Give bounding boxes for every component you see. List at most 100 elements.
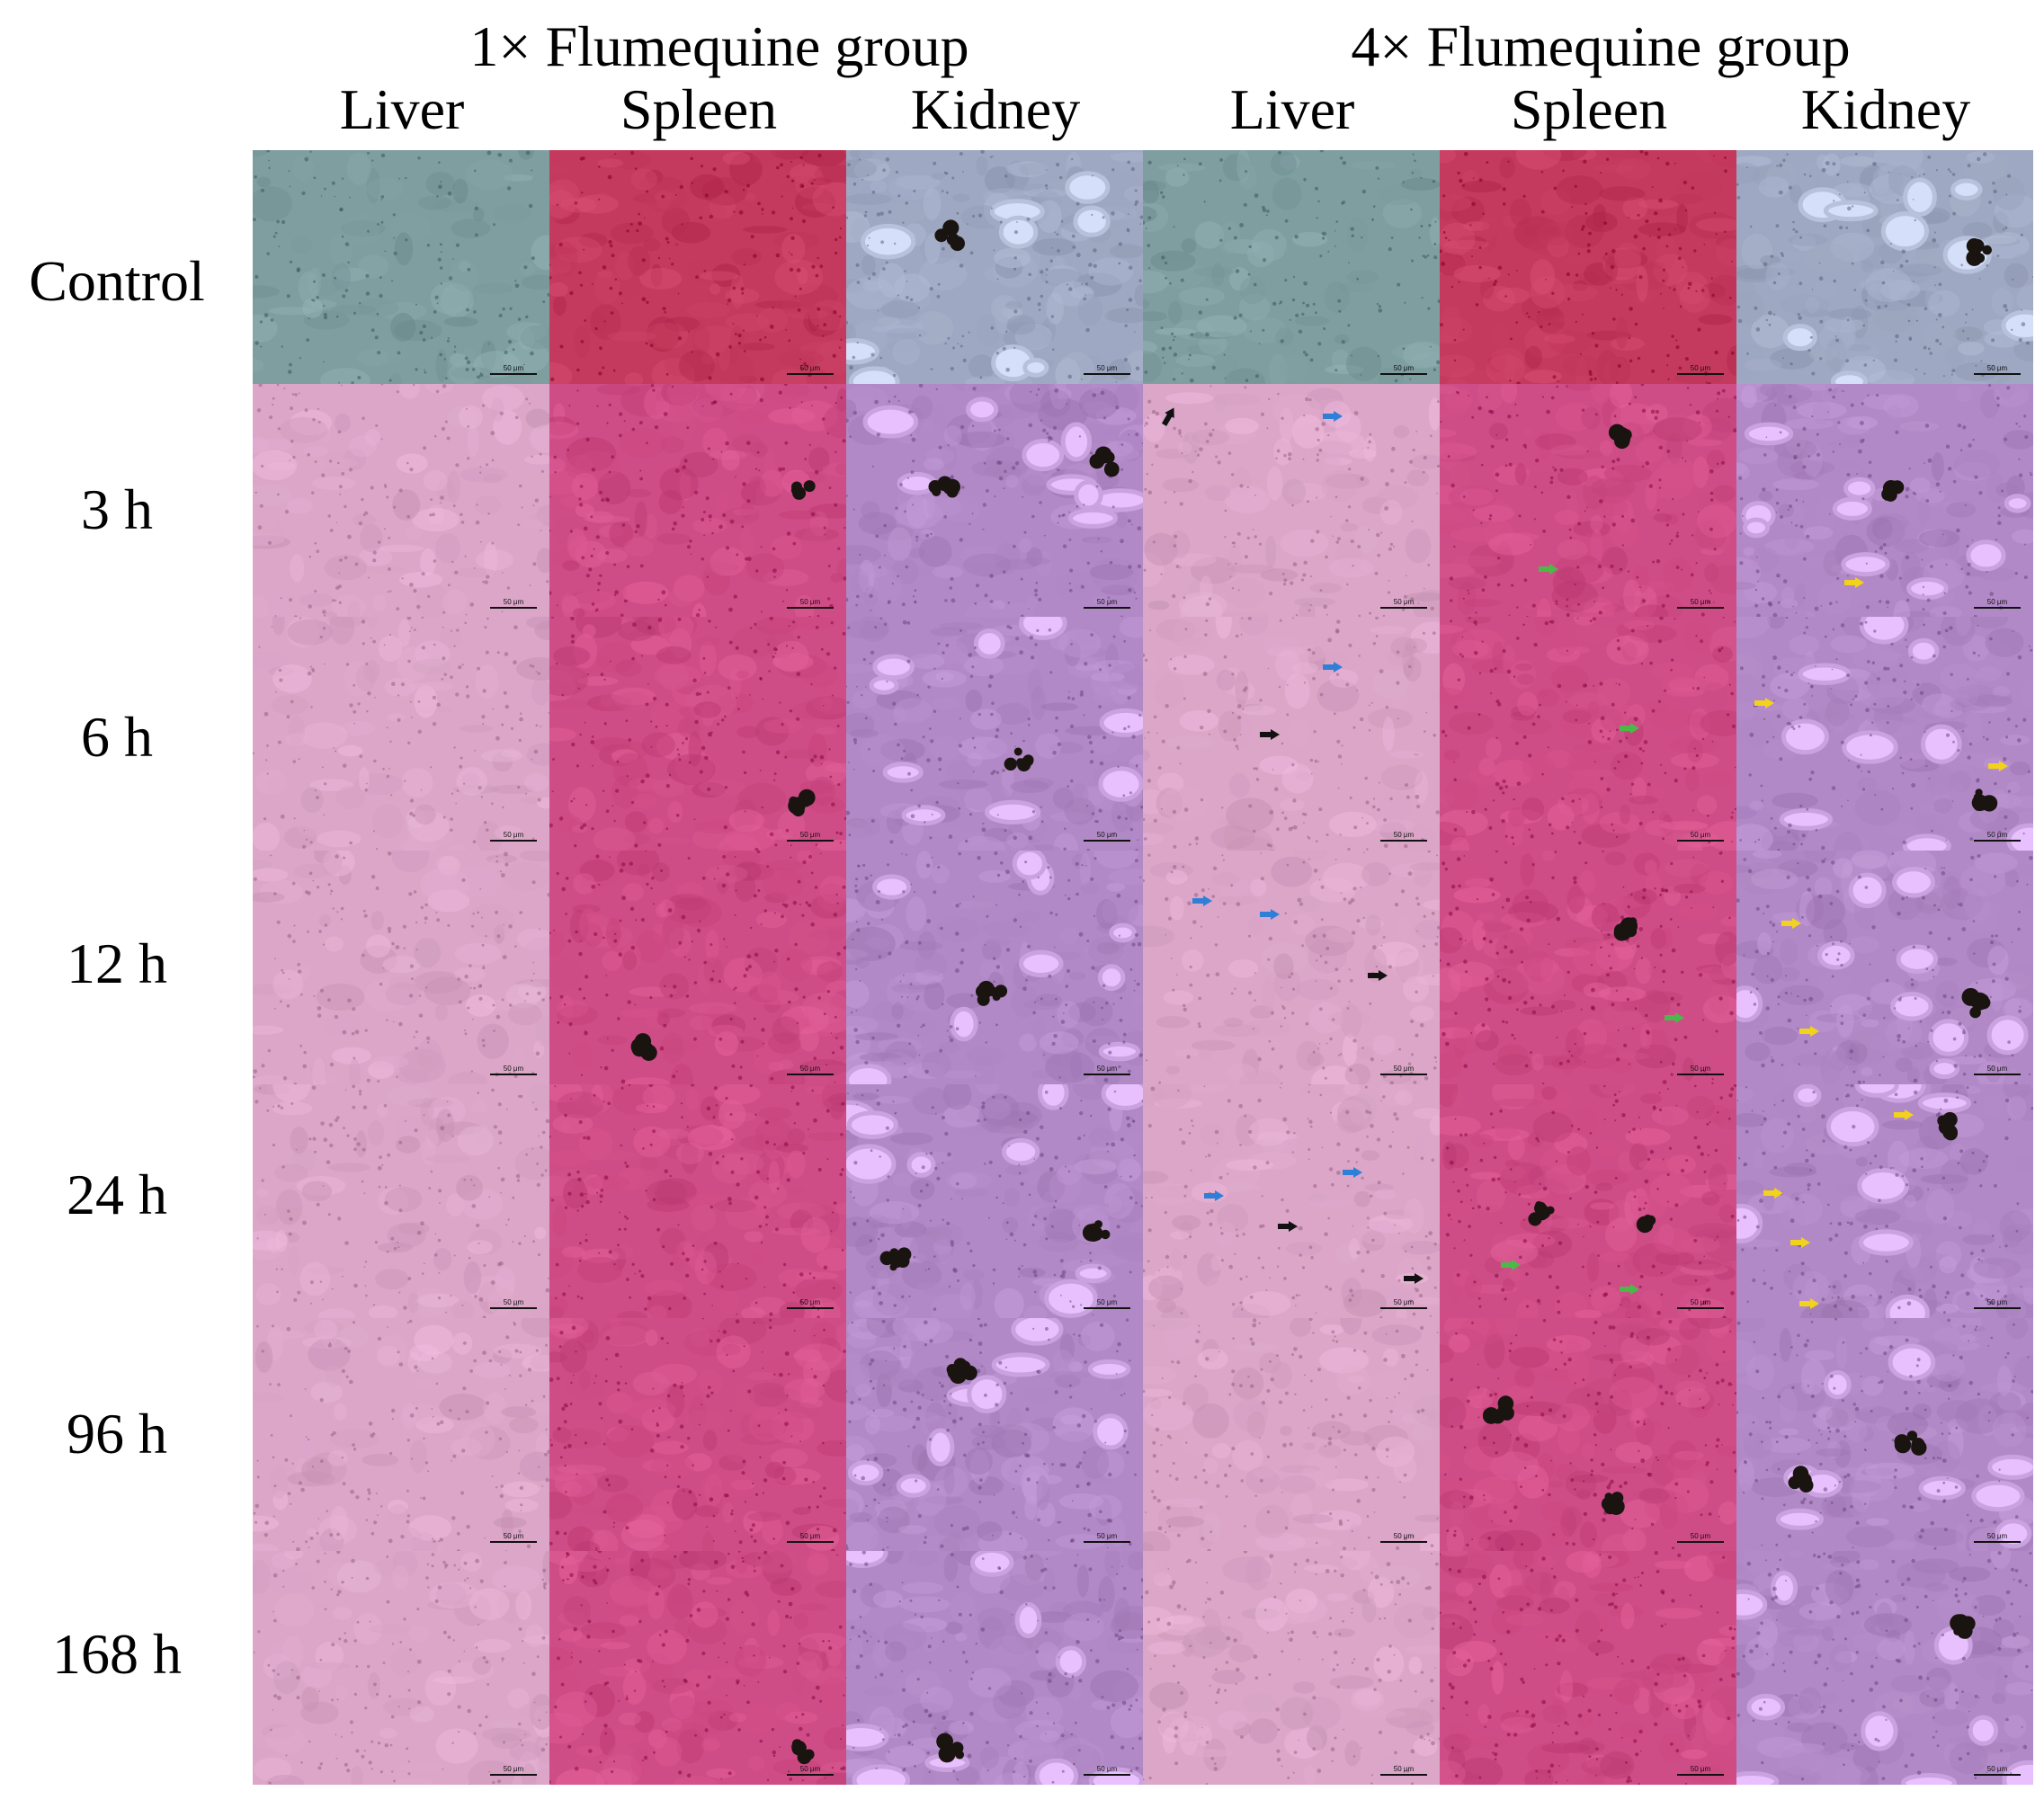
scale-bar: 50 μm — [1380, 831, 1427, 842]
scale-bar-label: 50 μm — [799, 1297, 821, 1306]
scale-bar: 50 μm — [1380, 1765, 1427, 1777]
scale-bar: 50 μm — [1380, 1298, 1427, 1309]
scale-bar-label: 50 μm — [1690, 1531, 1711, 1540]
scale-bar-line — [1974, 1540, 2021, 1543]
scale-bar: 50 μm — [787, 1765, 834, 1777]
scale-bar-line — [1974, 606, 2021, 609]
micrograph-kidney-1x-24h: 50 μm — [846, 1083, 1143, 1318]
scale-bar-label: 50 μm — [1393, 1765, 1415, 1774]
scale-bar-label: 50 μm — [1393, 364, 1415, 372]
yellow-arrow-icon — [1781, 918, 1801, 930]
column-label-spleen-4x: Spleen — [1510, 77, 1668, 141]
yellow-arrow-icon — [1894, 1109, 1914, 1120]
scale-bar-label: 50 μm — [1393, 1065, 1415, 1074]
micrograph-spleen-4x-24h: 50 μm — [1440, 1083, 1736, 1318]
scale-bar-label: 50 μm — [1096, 1297, 1118, 1306]
scale-bar-line — [787, 1540, 834, 1543]
micrograph-spleen-4x-12h: 50 μm — [1440, 851, 1736, 1085]
scale-bar-line — [1084, 1074, 1130, 1076]
micrograph-liver-1x-3h: 50 μm — [253, 383, 549, 618]
scale-bar-label: 50 μm — [1690, 364, 1711, 372]
scale-bar-line — [490, 1774, 537, 1777]
scale-bar: 50 μm — [1084, 364, 1130, 375]
micrograph-spleen-1x-6h: 50 μm — [549, 617, 846, 851]
row-label-24h: 24 h — [67, 1163, 167, 1226]
scale-bar: 50 μm — [1084, 1765, 1130, 1777]
scale-bar-line — [1084, 1306, 1130, 1309]
scale-bar: 50 μm — [1974, 1298, 2021, 1309]
scale-bar: 50 μm — [1974, 364, 2021, 375]
scale-bar-line — [1084, 606, 1130, 609]
scale-bar: 50 μm — [1677, 1065, 1724, 1076]
blue-arrow-icon — [1204, 1190, 1224, 1201]
scale-bar-label: 50 μm — [1690, 1765, 1711, 1774]
micrograph-liver-1x-168h: 50 μm — [253, 1551, 549, 1786]
scale-bar-label: 50 μm — [1096, 1765, 1118, 1774]
row-label-6h: 6 h — [81, 705, 153, 769]
micrograph-liver-1x-12h: 50 μm — [253, 851, 549, 1085]
scale-bar: 50 μm — [490, 598, 537, 609]
micrograph-spleen-1x-24h: 50 μm — [549, 1083, 846, 1318]
blue-arrow-icon — [1343, 1166, 1362, 1178]
scale-bar: 50 μm — [490, 1532, 537, 1543]
green-arrow-icon — [1620, 1283, 1639, 1295]
green-arrow-icon — [1501, 1259, 1521, 1270]
micrograph-spleen-1x-96h: 50 μm — [549, 1317, 846, 1552]
micrograph-kidney-4x-control: 50 μm — [1736, 150, 2033, 384]
blue-arrow-icon — [1323, 662, 1343, 673]
micrograph-spleen-1x-3h: 50 μm — [549, 383, 846, 618]
micrograph-spleen-1x-12h: 50 μm — [549, 851, 846, 1085]
scale-bar-label: 50 μm — [503, 597, 524, 606]
scale-bar-line — [1380, 1540, 1427, 1543]
scale-bar: 50 μm — [787, 1298, 834, 1309]
scale-bar: 50 μm — [1084, 1532, 1130, 1543]
scale-bar-label: 50 μm — [1986, 1531, 2008, 1540]
scale-bar: 50 μm — [1974, 1765, 2021, 1777]
micrograph-liver-4x-6h: 50 μm — [1143, 617, 1440, 851]
micrograph-liver-1x-24h: 50 μm — [253, 1083, 549, 1318]
micrograph-kidney-4x-12h: 50 μm — [1736, 851, 2033, 1085]
scale-bar-label: 50 μm — [799, 364, 821, 372]
scale-bar: 50 μm — [1677, 1532, 1724, 1543]
scale-bar: 50 μm — [1974, 1532, 2021, 1543]
scale-bar-label: 50 μm — [799, 1531, 821, 1540]
micrograph-liver-1x-96h: 50 μm — [253, 1317, 549, 1552]
scale-bar-label: 50 μm — [799, 831, 821, 840]
scale-bar-label: 50 μm — [1393, 831, 1415, 840]
black-arrow-icon — [1368, 970, 1388, 982]
scale-bar: 50 μm — [1974, 598, 2021, 609]
column-label-kidney-4x: Kidney — [1800, 77, 1971, 141]
scale-bar-line — [1974, 1306, 2021, 1309]
scale-bar-line — [1677, 373, 1724, 375]
micrograph-spleen-4x-6h: 50 μm — [1440, 617, 1736, 851]
group-title-4x: 4× Flumequine group — [1351, 14, 1851, 78]
scale-bar-label: 50 μm — [503, 1765, 524, 1774]
row-label-control: Control — [29, 249, 205, 313]
blue-arrow-icon — [1260, 909, 1280, 921]
micrograph-kidney-1x-control: 50 μm — [846, 150, 1143, 384]
micrograph-spleen-4x-168h: 50 μm — [1440, 1551, 1736, 1786]
scale-bar-line — [1084, 840, 1130, 842]
micrograph-kidney-1x-12h: 50 μm — [846, 851, 1143, 1085]
scale-bar: 50 μm — [1677, 831, 1724, 842]
scale-bar: 50 μm — [1084, 598, 1130, 609]
row-label-3h: 3 h — [81, 477, 153, 541]
scale-bar: 50 μm — [1677, 1298, 1724, 1309]
scale-bar-line — [1974, 373, 2021, 375]
scale-bar-label: 50 μm — [1690, 1297, 1711, 1306]
scale-bar-line — [787, 1774, 834, 1777]
scale-bar-label: 50 μm — [1986, 364, 2008, 372]
micrograph-kidney-4x-168h: 50 μm — [1736, 1551, 2033, 1786]
column-label-liver-4x: Liver — [1229, 77, 1355, 141]
micrograph-kidney-1x-96h: 50 μm — [846, 1317, 1143, 1552]
scale-bar: 50 μm — [1974, 831, 2021, 842]
scale-bar: 50 μm — [1380, 1532, 1427, 1543]
green-arrow-icon — [1539, 563, 1558, 575]
scale-bar-label: 50 μm — [1393, 1531, 1415, 1540]
scale-bar-line — [1380, 1306, 1427, 1309]
scale-bar-line — [1677, 1306, 1724, 1309]
scale-bar-label: 50 μm — [503, 1531, 524, 1540]
scale-bar-label: 50 μm — [1986, 1065, 2008, 1074]
scale-bar-line — [787, 373, 834, 375]
scale-bar-line — [1380, 1074, 1427, 1076]
